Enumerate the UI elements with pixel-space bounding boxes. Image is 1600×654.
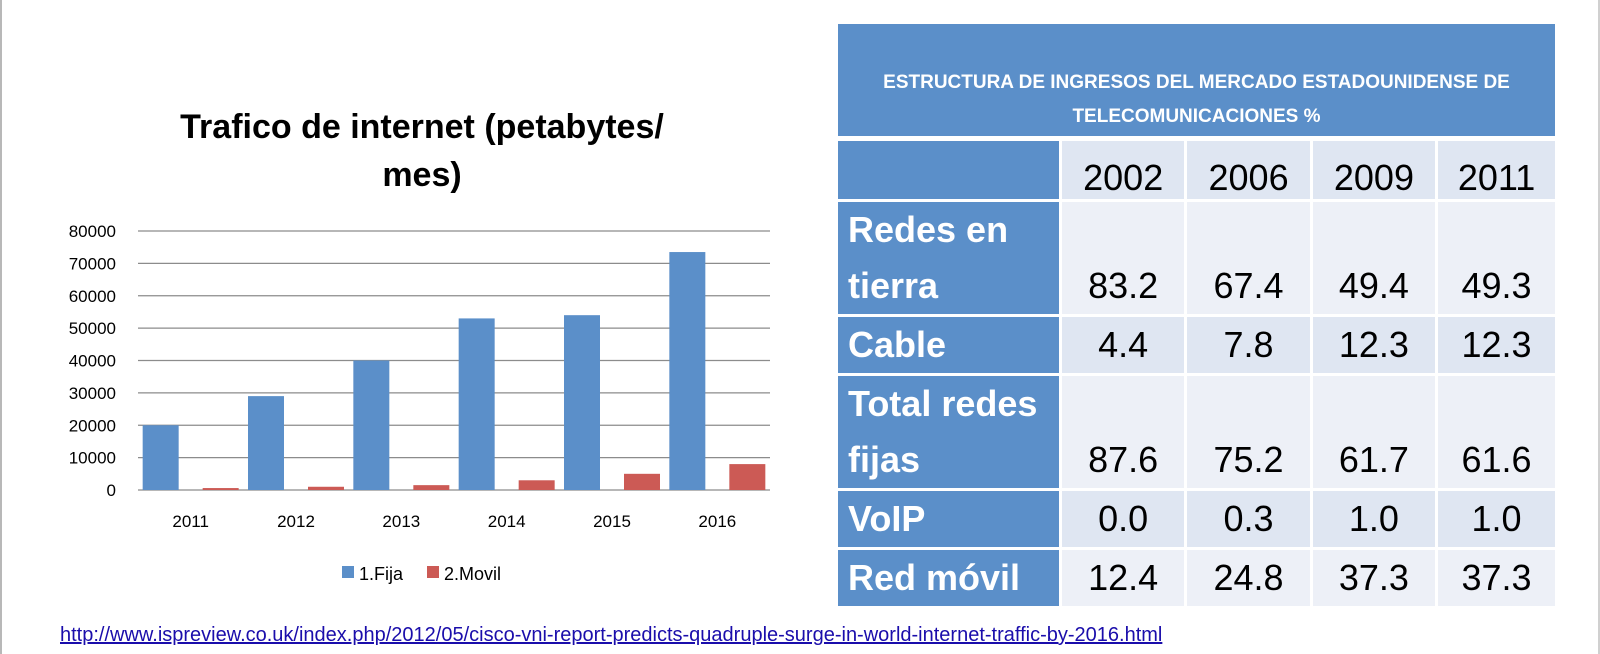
- bar-movil-2013: [413, 485, 450, 490]
- year-header: 2006: [1187, 141, 1313, 202]
- source-link[interactable]: http://www.ispreview.co.uk/index.php/201…: [60, 624, 1163, 646]
- chart-gridlines: [138, 230, 770, 491]
- table-cell: 37.3: [1438, 550, 1555, 609]
- table-cell: 12.3: [1438, 317, 1555, 376]
- y-tick-label: 10000: [69, 449, 116, 468]
- table-row: Total redes fijas 87.6 75.2 61.7 61.6: [838, 376, 1555, 491]
- table-row: VoIP 0.0 0.3 1.0 1.0: [838, 491, 1555, 550]
- revenue-structure-table: ESTRUCTURA DE INGRESOS DEL MERCADO ESTAD…: [838, 24, 1555, 609]
- x-tick-label: 2015: [593, 512, 631, 531]
- bar-fija-2013: [353, 360, 390, 490]
- table-row: Cable 4.4 7.8 12.3 12.3: [838, 317, 1555, 376]
- table-cell: 1.0: [1438, 491, 1555, 550]
- table-header-blank: [838, 141, 1062, 202]
- legend-swatch: [427, 566, 439, 578]
- chart-bars: [142, 252, 766, 490]
- year-header: 2002: [1062, 141, 1188, 202]
- bar-movil-2012: [308, 486, 344, 490]
- y-axis-ticks: 0 10000 20000 30000 40000 50000 60000 70000 8000…: [69, 222, 116, 500]
- x-axis-ticks: 2011 2012 2013 2014 2015 2016: [172, 512, 736, 531]
- legend-label: 1.Fija: [359, 564, 404, 584]
- row-label: VoIP: [838, 491, 1062, 550]
- y-tick-label: 70000: [69, 254, 116, 273]
- slide-right-border: [1598, 0, 1600, 654]
- x-tick-label: 2013: [382, 512, 420, 531]
- bar-movil-2015: [624, 473, 660, 490]
- table-cell: 7.8: [1187, 317, 1313, 376]
- table-cell: 1.0: [1312, 491, 1439, 550]
- y-tick-label: 50000: [69, 319, 116, 338]
- table-cell: 49.3: [1438, 202, 1555, 317]
- table-cell: 37.3: [1312, 550, 1439, 609]
- row-label: Red móvil: [838, 550, 1062, 609]
- table-cell: 12.3: [1312, 317, 1439, 376]
- table-cell: 83.2: [1062, 202, 1188, 317]
- bar-movil-2011: [202, 488, 239, 490]
- table-row: Red móvil 12.4 24.8 37.3 37.3: [838, 550, 1555, 609]
- table-cell: 4.4: [1062, 317, 1188, 376]
- bar-fija-2016: [669, 252, 706, 490]
- chart-title-line-2: mes): [382, 156, 461, 194]
- slide-left-border: [0, 0, 2, 654]
- table-cell: 24.8: [1187, 550, 1313, 609]
- row-label: Cable: [838, 317, 1062, 376]
- table-cell: 75.2: [1187, 376, 1313, 491]
- y-tick-label: 80000: [69, 222, 116, 241]
- row-label: Total redes fijas: [838, 376, 1062, 491]
- x-tick-label: 2012: [277, 512, 315, 531]
- x-tick-label: 2016: [698, 512, 736, 531]
- bar-movil-2016: [729, 464, 766, 490]
- bar-fija-2012: [248, 396, 284, 490]
- bar-fija-2015: [564, 315, 600, 490]
- y-tick-label: 40000: [69, 352, 116, 371]
- y-tick-label: 0: [107, 481, 116, 500]
- table-cell: 12.4: [1062, 550, 1188, 609]
- year-header: 2009: [1312, 141, 1439, 202]
- table-cell: 61.6: [1438, 376, 1555, 491]
- y-tick-label: 30000: [69, 384, 116, 403]
- row-label: Redes en tierra: [838, 202, 1062, 317]
- table-title: ESTRUCTURA DE INGRESOS DEL MERCADO ESTAD…: [838, 24, 1555, 141]
- year-header: 2011: [1438, 141, 1555, 202]
- bar-fija-2014: [458, 318, 495, 490]
- x-tick-label: 2011: [172, 512, 209, 531]
- y-tick-label: 60000: [69, 287, 116, 306]
- bar-fija-2011: [142, 425, 179, 490]
- legend-label: 2.Movil: [444, 564, 501, 584]
- legend-swatch: [342, 566, 354, 578]
- bar-movil-2014: [518, 480, 555, 490]
- table-cell: 67.4: [1187, 202, 1313, 317]
- chart-legend: 1.Fija 2.Movil: [342, 564, 501, 584]
- table-cell: 61.7: [1312, 376, 1439, 491]
- traffic-bar-chart: Trafico de internet (petabytes/ mes) 0 10…: [69, 108, 770, 584]
- table-row: Redes en tierra 83.2 67.4 49.4 49.3: [838, 202, 1555, 317]
- table-cell: 49.4: [1312, 202, 1439, 317]
- chart-title-line-1: Trafico de internet (petabytes/: [180, 108, 664, 146]
- table-cell: 87.6: [1062, 376, 1188, 491]
- table-cell: 0.3: [1187, 491, 1313, 550]
- table-cell: 0.0: [1062, 491, 1188, 550]
- x-tick-label: 2014: [488, 512, 526, 531]
- y-tick-label: 20000: [69, 416, 116, 435]
